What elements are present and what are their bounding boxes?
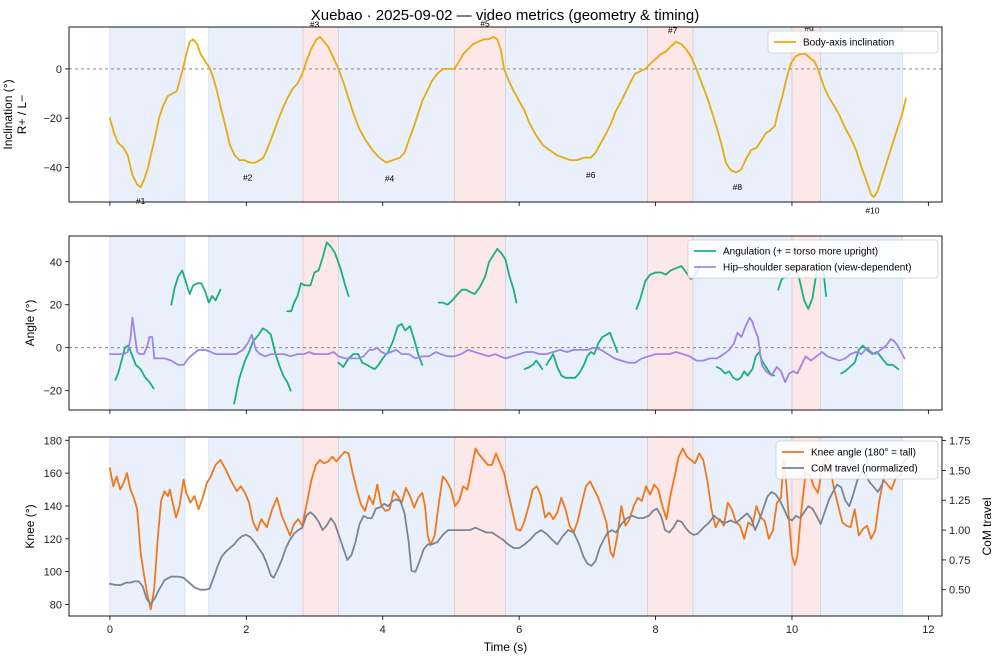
turn-phase-band-4 bbox=[338, 235, 455, 411]
turn-phase-band-4 bbox=[338, 26, 455, 203]
turn-label-4: #4 bbox=[385, 174, 395, 184]
series-1-segment-4 bbox=[286, 241, 350, 313]
series-1-segment-1 bbox=[109, 36, 907, 198]
transition-phase-band-7 bbox=[647, 235, 694, 411]
turn-label-6: #6 bbox=[586, 170, 596, 180]
series-1-segment-1 bbox=[114, 344, 155, 390]
turn-phase-band-4 bbox=[338, 436, 455, 617]
turn-label-3: #3 bbox=[310, 20, 320, 30]
axes-frame bbox=[68, 26, 943, 203]
x-tick-label-7: 12 bbox=[922, 624, 934, 636]
legend-label-1: Body-axis inclination bbox=[803, 38, 894, 49]
turn-label-5: #5 bbox=[480, 18, 490, 28]
x-tick-label-5: 8 bbox=[652, 624, 658, 636]
series-1-segment-7 bbox=[523, 359, 544, 371]
series-2-segment-1 bbox=[109, 455, 912, 605]
x-tick-label-3: 4 bbox=[380, 624, 386, 636]
y-tick-label-2: 20 bbox=[50, 300, 62, 312]
legend-box bbox=[767, 30, 939, 54]
y-right-tick-label-3: 1.25 bbox=[949, 495, 970, 507]
figure-title: Xuebao · 2025-09-02 — video metrics (geo… bbox=[311, 7, 700, 24]
series-1-segment-10 bbox=[716, 351, 776, 381]
y-tick-label-3: 140 bbox=[44, 501, 62, 513]
series-1-segment-12 bbox=[840, 344, 900, 375]
y-axis-label-line-1: Angle (°) bbox=[23, 300, 37, 347]
y-right-tick-label-5: 0.75 bbox=[949, 555, 970, 567]
turn-label-2: #2 bbox=[243, 172, 253, 182]
y-tick-label-1: 180 bbox=[44, 435, 62, 447]
x-tick-label-4: 6 bbox=[516, 624, 522, 636]
transition-phase-band-7 bbox=[647, 436, 694, 617]
series-2-segment-1 bbox=[109, 316, 906, 383]
turn-label-10: #10 bbox=[865, 206, 879, 216]
y-tick-label-4: −20 bbox=[43, 386, 62, 398]
turn-label-8: #8 bbox=[733, 182, 743, 192]
legend-label-1: Knee angle (180° = tall) bbox=[811, 448, 916, 459]
y-tick-label-3: 0 bbox=[56, 343, 62, 355]
series-1-segment-3 bbox=[233, 327, 292, 405]
series-1-segment-1 bbox=[109, 447, 906, 611]
y-right-axis-label: CoM travel bbox=[980, 497, 994, 555]
y-tick-label-1: 40 bbox=[50, 257, 62, 269]
turn-phase-band-6 bbox=[505, 235, 648, 411]
y-axis-label-line-1: Inclination (°) bbox=[1, 79, 15, 149]
series-1-segment-6 bbox=[437, 248, 518, 306]
y-right-tick-label-6: 0.50 bbox=[949, 585, 970, 597]
series-1-segment-5 bbox=[337, 323, 424, 371]
series-1-segment-8 bbox=[545, 331, 619, 379]
y-axis-label-line-2: R+ / L− bbox=[15, 95, 29, 134]
x-axis-label: Time (s) bbox=[484, 640, 528, 654]
x-tick-label-6: 10 bbox=[786, 624, 798, 636]
y-tick-label-2: 160 bbox=[44, 468, 62, 480]
y-right-tick-label-1: 1.75 bbox=[949, 436, 970, 448]
series-1-segment-2 bbox=[170, 269, 222, 306]
legend-label-2: CoM travel (normalized) bbox=[811, 464, 918, 475]
inclination-panel: #1 #2 #3 #4 #5 #6 #7 #8 #9 #10 0 −20 −40 Inclination … bbox=[1, 18, 943, 216]
legend-label-2: Hip–shoulder separation (view-dependent) bbox=[723, 263, 911, 274]
transition-phase-band-3 bbox=[302, 26, 339, 203]
x-tick-label-2: 2 bbox=[243, 624, 249, 636]
axes-frame bbox=[68, 235, 943, 411]
transition-phase-band-5 bbox=[454, 26, 506, 203]
turn-phase-band-1 bbox=[109, 436, 186, 617]
x-tick-label-1: 0 bbox=[107, 624, 113, 636]
turn-phase-band-1 bbox=[109, 235, 186, 411]
y-tick-label-3: −40 bbox=[43, 162, 62, 174]
y-tick-label-1: 0 bbox=[56, 64, 62, 76]
turn-phase-band-6 bbox=[505, 26, 648, 203]
transition-phase-band-7 bbox=[647, 26, 694, 203]
transition-phase-band-5 bbox=[454, 436, 506, 617]
y-tick-label-4: 120 bbox=[44, 534, 62, 546]
turn-label-1: #1 bbox=[136, 196, 146, 206]
turn-phase-band-2 bbox=[208, 26, 304, 203]
transition-phase-band-5 bbox=[454, 235, 506, 411]
legend-label-1: Angulation (+ = torso more upright) bbox=[723, 247, 878, 258]
y-tick-label-2: −20 bbox=[43, 113, 62, 125]
y-right-tick-label-2: 1.50 bbox=[949, 465, 970, 477]
turn-label-7: #7 bbox=[668, 26, 678, 36]
axes-frame bbox=[68, 436, 943, 617]
angle-panel: 40 20 0 −20 Angle (°) Angulation (+ = torso m… bbox=[23, 235, 943, 414]
turn-phase-band-1 bbox=[109, 26, 186, 203]
turn-label-9: #9 bbox=[804, 24, 814, 34]
y-axis-label: Knee (°) bbox=[23, 504, 37, 548]
turn-phase-band-8 bbox=[692, 436, 793, 617]
turn-phase-band-10 bbox=[820, 26, 903, 203]
knee-panel: 180160140120100801.751.501.251.000.750.5… bbox=[23, 435, 994, 654]
y-right-tick-label-4: 1.00 bbox=[949, 525, 970, 537]
legend-box bbox=[687, 239, 939, 279]
y-tick-label-6: 80 bbox=[50, 600, 62, 612]
y-tick-label-5: 100 bbox=[44, 567, 62, 579]
legend-box bbox=[775, 440, 939, 480]
